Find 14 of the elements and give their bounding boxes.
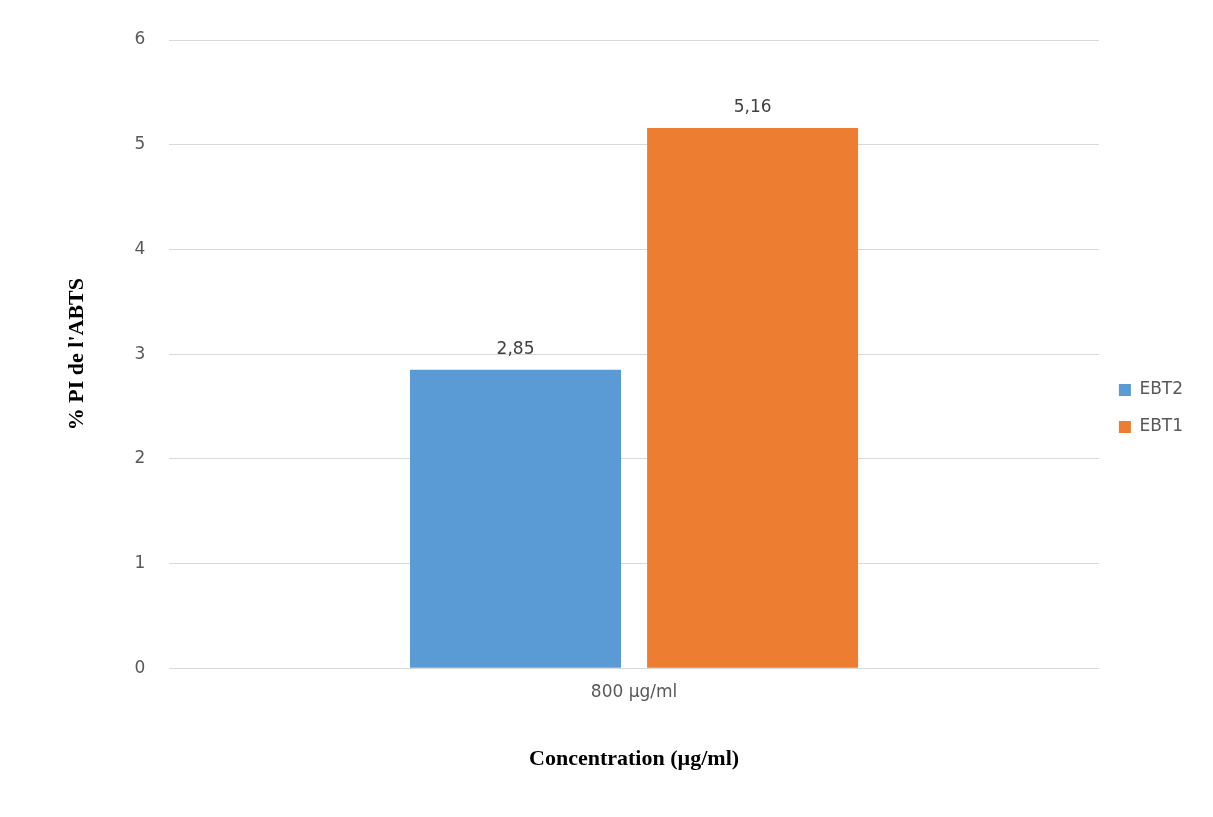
legend-label: EBT2 <box>1139 378 1184 399</box>
data-label: 2,85 <box>496 337 535 358</box>
x-tick-label: 800 µg/ml <box>590 680 678 701</box>
y-tick-label: 4 <box>134 237 146 258</box>
data-label: 5,16 <box>733 95 772 116</box>
y-tick-label: 0 <box>134 656 146 677</box>
y-tick-label: 5 <box>134 133 146 154</box>
y-tick-label: 1 <box>134 551 146 572</box>
y-axis-title: % PI de l'ABTS <box>62 278 88 431</box>
y-tick-label: 2 <box>134 447 146 468</box>
y-tick-label: 6 <box>134 28 146 49</box>
x-axis-title: Concentration (µg/ml) <box>529 745 740 771</box>
legend-label: EBT1 <box>1139 415 1184 436</box>
y-tick-label: 3 <box>134 342 146 363</box>
